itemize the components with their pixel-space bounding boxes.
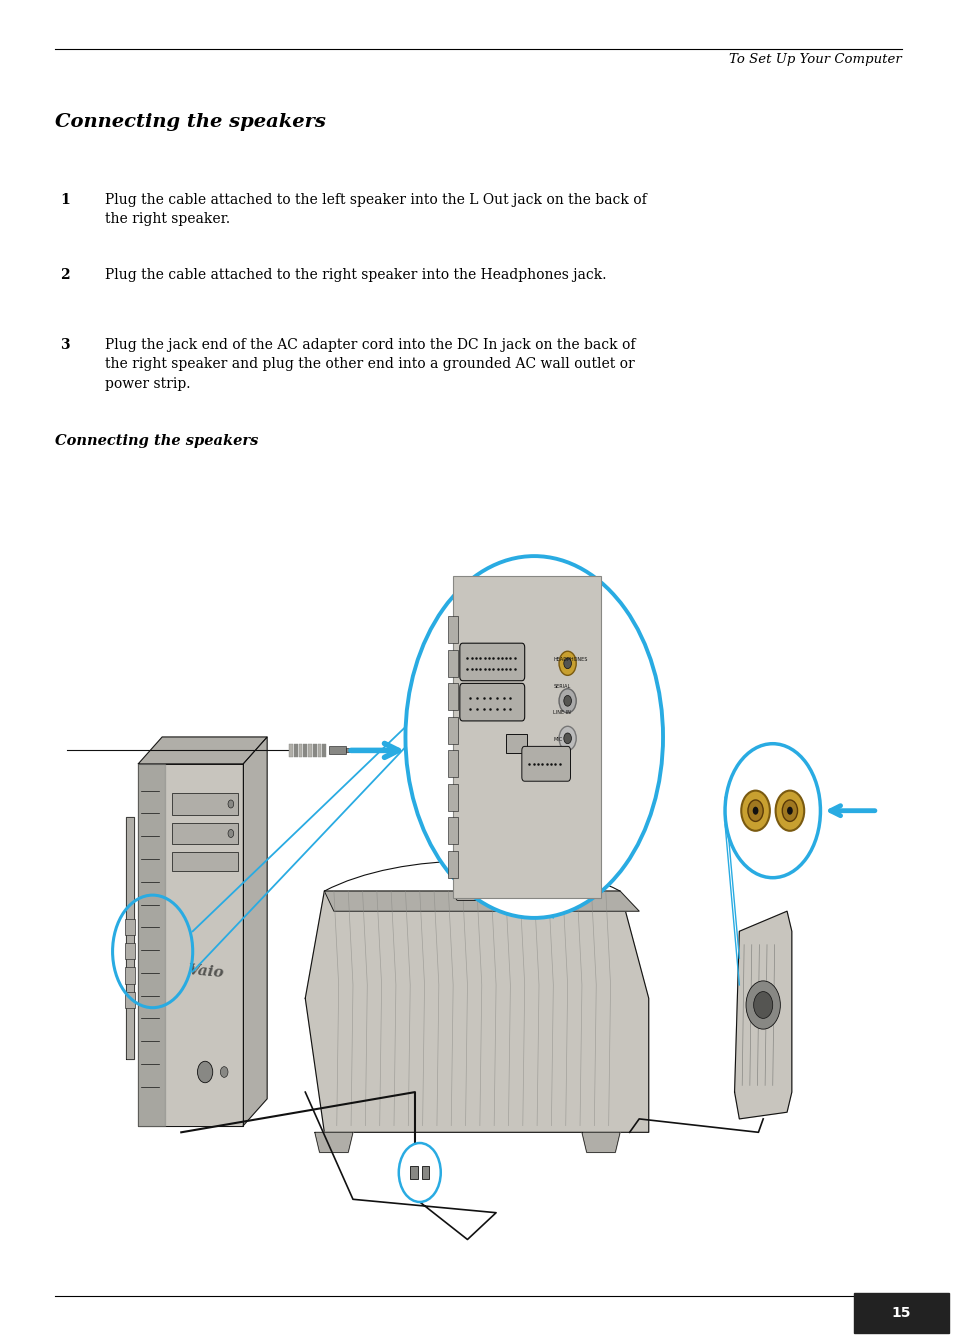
Text: Plug the cable attached to the left speaker into the L Out jack on the back of
t: Plug the cable attached to the left spea… xyxy=(105,193,646,226)
FancyBboxPatch shape xyxy=(172,793,238,815)
FancyBboxPatch shape xyxy=(329,746,346,754)
FancyBboxPatch shape xyxy=(505,734,526,753)
Polygon shape xyxy=(581,1132,619,1152)
FancyBboxPatch shape xyxy=(313,744,316,757)
FancyBboxPatch shape xyxy=(125,943,134,959)
FancyBboxPatch shape xyxy=(317,744,321,757)
Text: MIC: MIC xyxy=(553,737,562,742)
Text: Vaio: Vaio xyxy=(186,963,224,980)
Text: LINE IN: LINE IN xyxy=(553,710,571,716)
FancyArrowPatch shape xyxy=(351,744,398,757)
Circle shape xyxy=(781,800,797,821)
Text: 15: 15 xyxy=(891,1306,910,1320)
Circle shape xyxy=(775,791,803,831)
Text: 1: 1 xyxy=(60,193,70,206)
Circle shape xyxy=(405,556,662,918)
FancyBboxPatch shape xyxy=(459,643,524,681)
Text: 3: 3 xyxy=(60,338,70,351)
Polygon shape xyxy=(243,737,267,1126)
Circle shape xyxy=(228,800,233,808)
Circle shape xyxy=(724,744,820,878)
FancyBboxPatch shape xyxy=(172,823,238,844)
FancyBboxPatch shape xyxy=(421,1166,429,1179)
Circle shape xyxy=(197,1061,213,1083)
Circle shape xyxy=(563,695,571,706)
Circle shape xyxy=(752,807,758,815)
FancyBboxPatch shape xyxy=(289,744,293,757)
Text: Connecting the speakers: Connecting the speakers xyxy=(55,434,258,448)
Circle shape xyxy=(747,800,762,821)
Polygon shape xyxy=(138,764,243,1126)
Text: 2: 2 xyxy=(60,268,70,281)
FancyBboxPatch shape xyxy=(853,1293,948,1333)
Circle shape xyxy=(563,733,571,744)
FancyBboxPatch shape xyxy=(125,967,134,984)
FancyBboxPatch shape xyxy=(303,744,307,757)
Polygon shape xyxy=(324,891,639,911)
Text: Plug the cable attached to the right speaker into the Headphones jack.: Plug the cable attached to the right spe… xyxy=(105,268,606,281)
FancyBboxPatch shape xyxy=(172,852,238,871)
Circle shape xyxy=(563,658,571,669)
FancyBboxPatch shape xyxy=(125,992,134,1008)
FancyBboxPatch shape xyxy=(298,744,302,757)
Text: Connecting the speakers: Connecting the speakers xyxy=(55,113,326,130)
Polygon shape xyxy=(314,1132,353,1152)
FancyBboxPatch shape xyxy=(448,784,457,811)
FancyBboxPatch shape xyxy=(308,744,312,757)
FancyBboxPatch shape xyxy=(322,744,326,757)
FancyBboxPatch shape xyxy=(125,919,134,935)
FancyBboxPatch shape xyxy=(456,879,517,900)
FancyArrowPatch shape xyxy=(830,805,874,816)
FancyBboxPatch shape xyxy=(448,717,457,744)
Circle shape xyxy=(745,981,780,1029)
FancyBboxPatch shape xyxy=(294,744,297,757)
FancyBboxPatch shape xyxy=(346,748,357,753)
FancyBboxPatch shape xyxy=(448,817,457,844)
Text: Plug the jack end of the AC adapter cord into the DC In jack on the back of
the : Plug the jack end of the AC adapter cord… xyxy=(105,338,635,391)
Circle shape xyxy=(398,1143,440,1202)
Circle shape xyxy=(786,807,792,815)
Polygon shape xyxy=(138,737,267,764)
Polygon shape xyxy=(126,817,133,1059)
FancyBboxPatch shape xyxy=(448,683,457,710)
FancyBboxPatch shape xyxy=(448,616,457,643)
Polygon shape xyxy=(138,764,165,1126)
Circle shape xyxy=(740,791,769,831)
FancyBboxPatch shape xyxy=(410,1166,417,1179)
FancyBboxPatch shape xyxy=(448,851,457,878)
Text: SERIAL: SERIAL xyxy=(553,683,570,689)
FancyBboxPatch shape xyxy=(448,750,457,777)
Text: HEADPHONES: HEADPHONES xyxy=(553,657,587,662)
Circle shape xyxy=(228,829,233,838)
Polygon shape xyxy=(305,891,648,1132)
Circle shape xyxy=(558,726,576,750)
Circle shape xyxy=(558,651,576,675)
FancyBboxPatch shape xyxy=(453,576,600,898)
Polygon shape xyxy=(734,911,791,1119)
Text: To Set Up Your Computer: To Set Up Your Computer xyxy=(728,54,901,66)
FancyBboxPatch shape xyxy=(448,650,457,677)
Circle shape xyxy=(753,992,772,1018)
Circle shape xyxy=(558,689,576,713)
Circle shape xyxy=(220,1067,228,1077)
FancyBboxPatch shape xyxy=(459,683,524,721)
FancyBboxPatch shape xyxy=(521,746,570,781)
